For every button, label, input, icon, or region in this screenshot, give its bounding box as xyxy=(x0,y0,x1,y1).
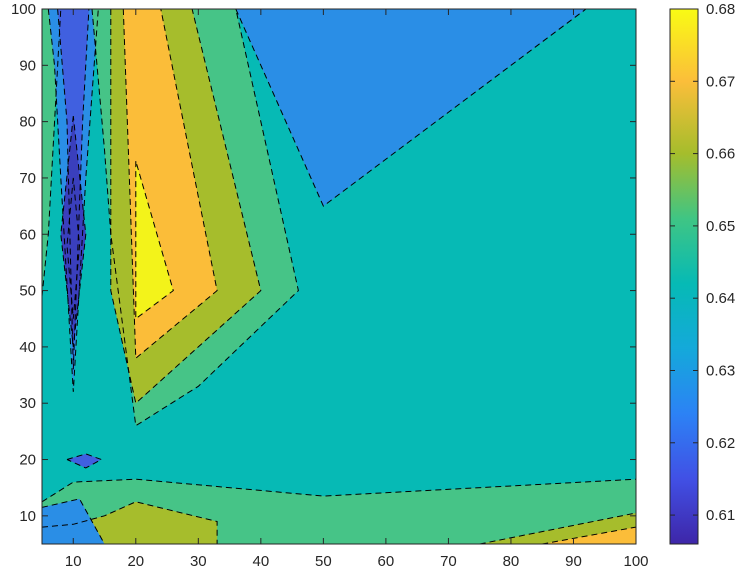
y-tick-label: 40 xyxy=(19,339,36,356)
plot-frame xyxy=(41,8,637,545)
contour-line xyxy=(60,115,87,347)
colorbar-tick-label: 0.67 xyxy=(706,73,735,90)
y-tick-label: 70 xyxy=(19,170,36,187)
contour-line xyxy=(235,9,587,207)
y-tick-label: 100 xyxy=(11,1,36,18)
colorbar-tick-label: 0.61 xyxy=(706,507,735,524)
contour-line xyxy=(42,498,105,544)
x-tick-label: 60 xyxy=(378,553,395,570)
contour-line xyxy=(42,501,218,544)
y-tick-label: 90 xyxy=(19,57,36,74)
y-tick-label: 60 xyxy=(19,226,36,243)
y-axis: 10 20 30 40 50 60 70 80 90 100 xyxy=(11,1,636,525)
x-tick-label: 90 xyxy=(565,553,582,570)
colorbar-tick-label: 0.66 xyxy=(706,146,735,163)
colorbar-frame xyxy=(669,8,699,545)
contour-region-level-0.627 xyxy=(235,9,587,207)
contour-region-level-0.627 xyxy=(42,498,105,544)
contour-line xyxy=(66,453,103,469)
contour-line xyxy=(42,478,636,503)
y-tick-label: 80 xyxy=(19,114,36,131)
colorbar-tick-label: 0.62 xyxy=(706,435,735,452)
contour-lines xyxy=(42,9,636,544)
colorbar-tick-label: 0.64 xyxy=(706,290,735,307)
contour-line xyxy=(42,9,62,297)
contour-line xyxy=(479,512,636,544)
plot-area xyxy=(42,9,636,544)
contour-region-level-0.672 xyxy=(135,161,174,319)
colorbar-ticks: 0.61 0.62 0.63 0.64 0.65 0.66 0.67 0.68 xyxy=(670,1,735,524)
contour-line xyxy=(542,526,636,544)
x-tick-label: 100 xyxy=(623,553,648,570)
x-tick-label: 50 xyxy=(315,553,332,570)
x-tick-label: 20 xyxy=(127,553,144,570)
x-tick-label: 80 xyxy=(503,553,520,570)
colorbar-gradient-bar xyxy=(670,9,698,544)
x-tick-label: 40 xyxy=(252,553,269,570)
y-tick-label: 50 xyxy=(19,283,36,300)
colorbar-tick-label: 0.65 xyxy=(706,218,735,235)
x-tick-label: 10 xyxy=(65,553,82,570)
colorbar-tick-label: 0.68 xyxy=(706,1,735,18)
x-axis: 10 20 30 40 50 60 70 80 90 100 xyxy=(65,9,649,570)
colorbar: 0.61 0.62 0.63 0.64 0.65 0.66 0.67 0.68 xyxy=(669,1,735,545)
x-tick-label: 70 xyxy=(440,553,457,570)
x-tick-label: 30 xyxy=(190,553,207,570)
y-tick-label: 30 xyxy=(19,395,36,412)
contour-line xyxy=(66,177,81,319)
contour-line xyxy=(122,9,218,360)
contour-line xyxy=(57,9,90,370)
y-tick-label: 20 xyxy=(19,452,36,469)
contour-line xyxy=(110,9,262,405)
y-tick-label: 10 xyxy=(19,508,36,525)
colorbar-tick-label: 0.63 xyxy=(706,362,735,379)
contour-line xyxy=(91,9,299,427)
contour-region-level-0.620 xyxy=(67,453,102,468)
contour-line xyxy=(135,160,174,320)
